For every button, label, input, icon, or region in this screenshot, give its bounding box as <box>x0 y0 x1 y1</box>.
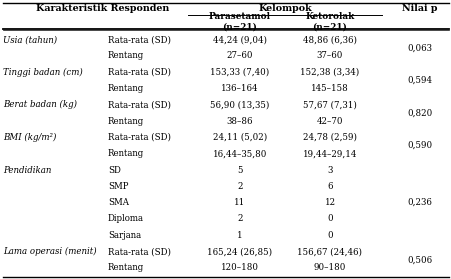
Text: Nilai p: Nilai p <box>401 4 437 13</box>
Text: 0: 0 <box>327 231 332 240</box>
Text: Usia (tahun): Usia (tahun) <box>3 35 57 44</box>
Text: 24,78 (2,59): 24,78 (2,59) <box>302 133 356 142</box>
Text: 16,44–35,80: 16,44–35,80 <box>212 149 267 158</box>
Text: 165,24 (26,85): 165,24 (26,85) <box>207 247 272 256</box>
Text: 152,38 (3,34): 152,38 (3,34) <box>300 68 359 77</box>
Text: 44,24 (9,04): 44,24 (9,04) <box>212 35 267 44</box>
Text: 56,90 (13,35): 56,90 (13,35) <box>210 100 269 109</box>
Text: Rentang: Rentang <box>108 117 144 126</box>
Text: 0,820: 0,820 <box>406 109 432 117</box>
Text: Lama operasi (menit): Lama operasi (menit) <box>3 247 97 256</box>
Text: 37–60: 37–60 <box>316 51 342 61</box>
Text: 153,33 (7,40): 153,33 (7,40) <box>210 68 269 77</box>
Text: Sarjana: Sarjana <box>108 231 141 240</box>
Text: Ketorolak
(n=21): Ketorolak (n=21) <box>305 12 354 31</box>
Text: 90–180: 90–180 <box>313 263 345 272</box>
Text: 11: 11 <box>234 198 245 207</box>
Text: 136–164: 136–164 <box>221 84 258 93</box>
Text: 156,67 (24,46): 156,67 (24,46) <box>297 247 362 256</box>
Text: 27–60: 27–60 <box>226 51 253 61</box>
Text: Rata-rata (SD): Rata-rata (SD) <box>108 35 170 44</box>
Text: 1: 1 <box>237 231 242 240</box>
Text: Rata-rata (SD): Rata-rata (SD) <box>108 133 170 142</box>
Text: Berat badan (kg): Berat badan (kg) <box>3 100 77 109</box>
Text: 120–180: 120–180 <box>221 263 258 272</box>
Text: BMI (kg/m²): BMI (kg/m²) <box>3 133 56 142</box>
Text: 0,236: 0,236 <box>407 198 432 207</box>
Text: 6: 6 <box>327 182 332 191</box>
Text: SMA: SMA <box>108 198 129 207</box>
Text: Rata-rata (SD): Rata-rata (SD) <box>108 68 170 77</box>
Text: 19,44–29,14: 19,44–29,14 <box>302 149 356 158</box>
Text: SMP: SMP <box>108 182 128 191</box>
Text: 0,594: 0,594 <box>407 76 432 85</box>
Text: 2: 2 <box>237 215 242 223</box>
Text: Rentang: Rentang <box>108 149 144 158</box>
Text: Tinggi badan (cm): Tinggi badan (cm) <box>3 68 83 77</box>
Text: Rentang: Rentang <box>108 51 144 61</box>
Text: Parasetamol
(n=21): Parasetamol (n=21) <box>208 12 271 31</box>
Text: 0: 0 <box>327 215 332 223</box>
Text: 145–158: 145–158 <box>310 84 348 93</box>
Text: 48,86 (6,36): 48,86 (6,36) <box>302 35 356 44</box>
Text: 57,67 (7,31): 57,67 (7,31) <box>302 100 356 109</box>
Text: Pendidikan: Pendidikan <box>3 165 51 175</box>
Text: 5: 5 <box>237 165 242 175</box>
Text: Diploma: Diploma <box>108 215 144 223</box>
Text: 0,590: 0,590 <box>406 141 432 150</box>
Text: SD: SD <box>108 165 120 175</box>
Text: 12: 12 <box>324 198 335 207</box>
Text: 42–70: 42–70 <box>316 117 342 126</box>
Text: 2: 2 <box>237 182 242 191</box>
Text: 24,11 (5,02): 24,11 (5,02) <box>212 133 267 142</box>
Text: Rata-rata (SD): Rata-rata (SD) <box>108 100 170 109</box>
Text: 38–86: 38–86 <box>226 117 253 126</box>
Text: Karakteristik Responden: Karakteristik Responden <box>36 4 169 13</box>
Text: Rentang: Rentang <box>108 84 144 93</box>
Text: 0,506: 0,506 <box>406 255 432 264</box>
Text: Rentang: Rentang <box>108 263 144 272</box>
Text: Kelompok: Kelompok <box>258 4 311 13</box>
Text: 3: 3 <box>327 165 332 175</box>
Text: 0,063: 0,063 <box>407 43 432 52</box>
Text: Rata-rata (SD): Rata-rata (SD) <box>108 247 170 256</box>
